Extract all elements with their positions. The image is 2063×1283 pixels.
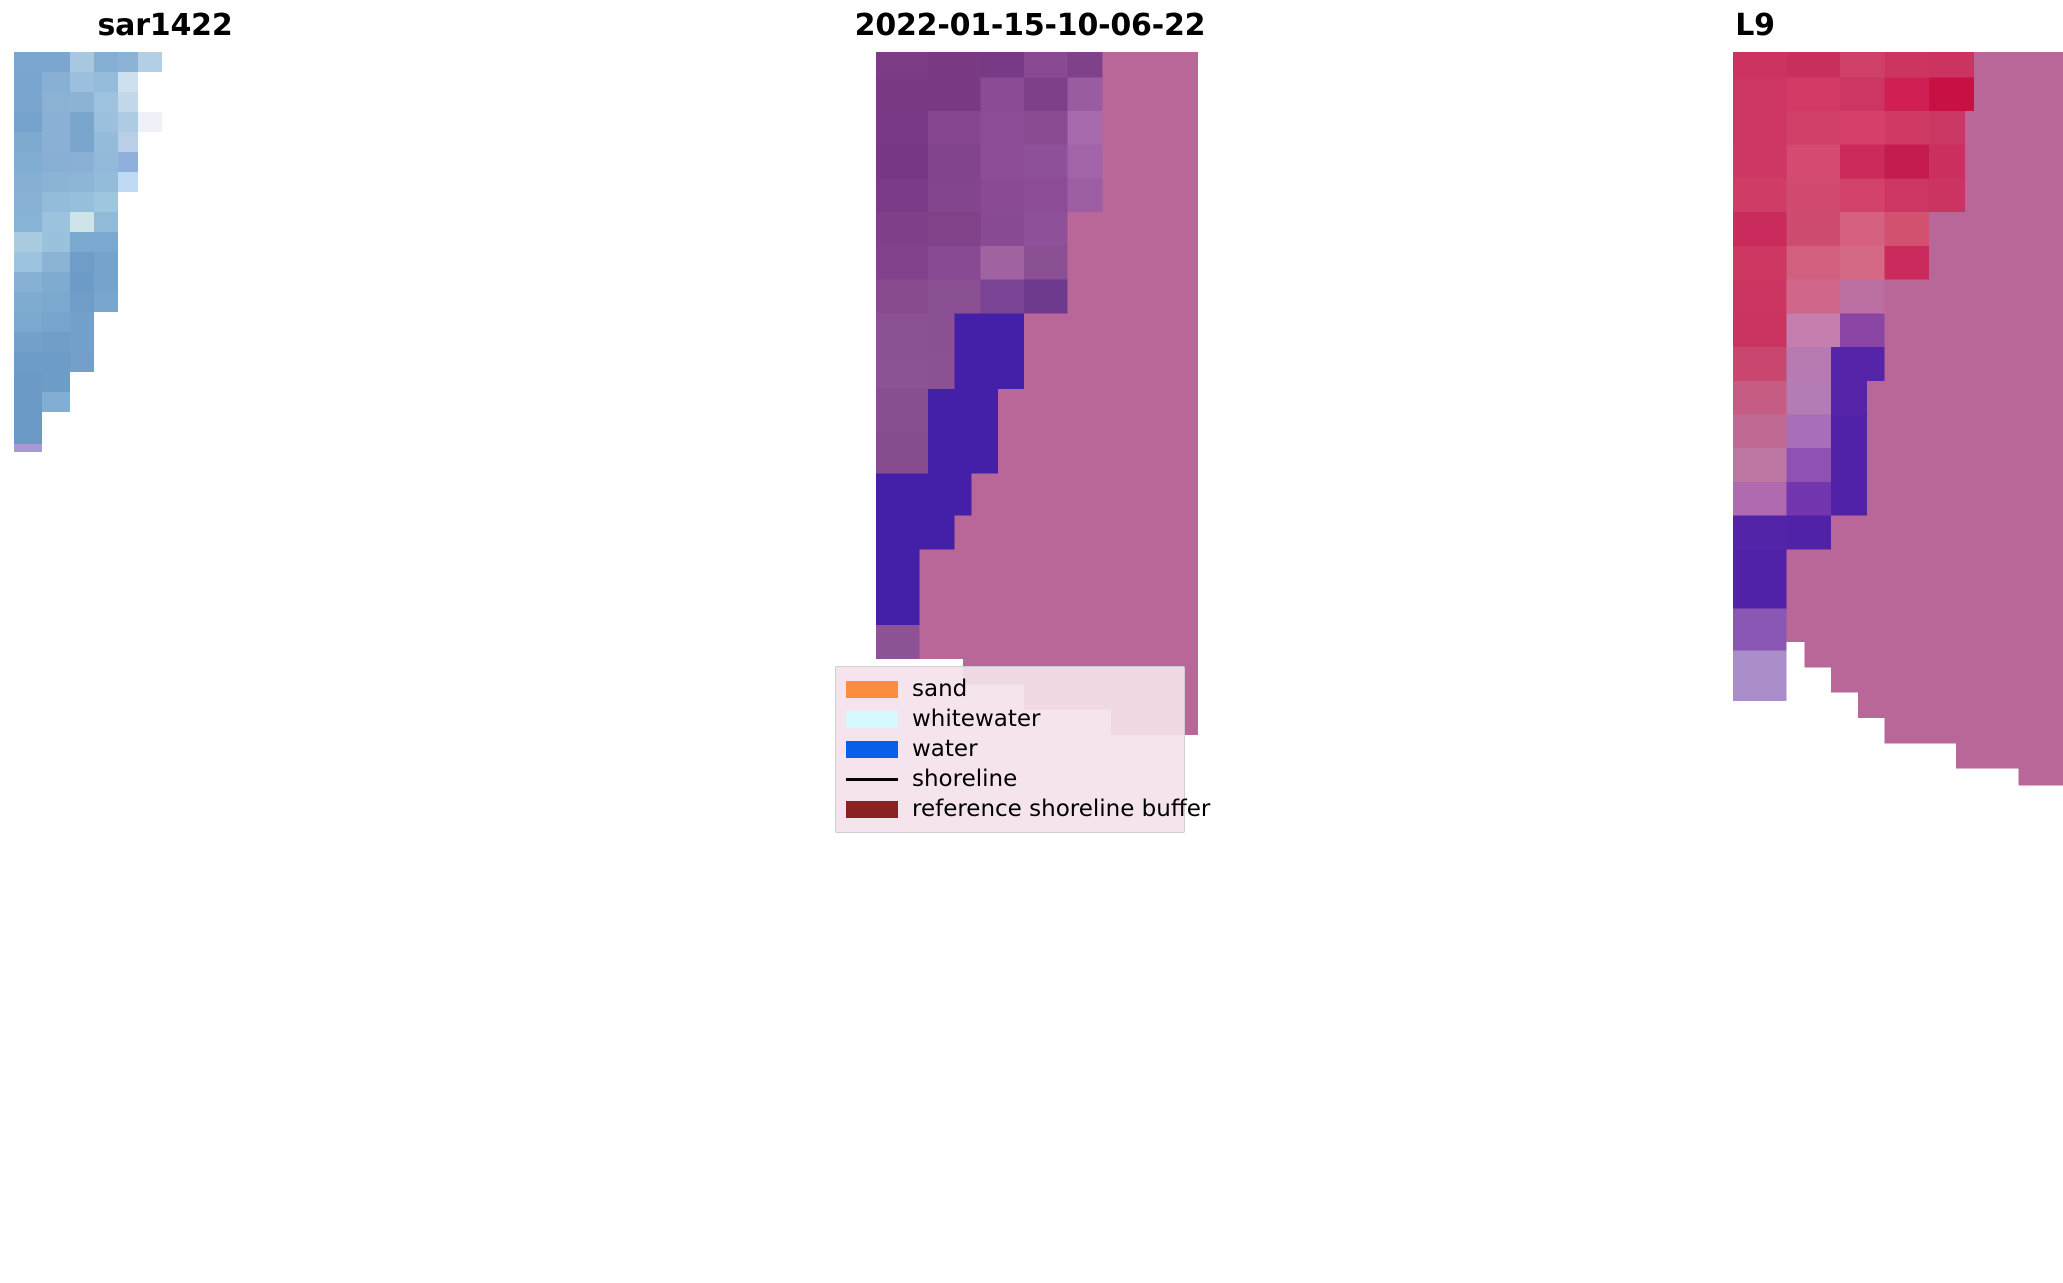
- sar1422-raster: [14, 52, 162, 452]
- reference-shoreline-buffer-swatch: [846, 800, 898, 818]
- panel-title-l9: L9: [1735, 8, 1775, 43]
- l9-raster: [1733, 52, 2063, 786]
- legend-label-water: water: [912, 736, 978, 762]
- shoreline-line-swatch: [846, 777, 898, 781]
- rgb-raster: [876, 52, 1198, 735]
- panel-l9: L9: [1560, 0, 2063, 1283]
- water-swatch: [846, 740, 898, 758]
- panel-title-rgb: 2022-01-15-10-06-22: [854, 8, 1206, 43]
- whitewater-swatch: [846, 710, 898, 728]
- legend-label-sand: sand: [912, 676, 968, 702]
- class-legend: sand whitewater water shoreline referenc…: [835, 666, 1210, 833]
- panel-title-sar1422: sar1422: [97, 8, 233, 43]
- sand-swatch: [846, 680, 898, 698]
- legend-label-shoreline: shoreline: [912, 766, 1018, 792]
- legend-label-reference-shoreline-buffer: reference shoreline buffer: [912, 796, 1211, 822]
- legend-label-whitewater: whitewater: [912, 706, 1041, 732]
- legend-item-water[interactable]: water: [846, 734, 1174, 764]
- legend-item-shoreline[interactable]: shoreline: [846, 764, 1174, 794]
- legend-item-reference-shoreline-buffer[interactable]: reference shoreline buffer: [846, 794, 1210, 824]
- legend-item-whitewater[interactable]: whitewater: [846, 704, 1174, 734]
- legend-item-sand[interactable]: sand: [846, 674, 1174, 704]
- panel-sar1422: sar1422: [0, 0, 330, 1283]
- panel-rgb: 2022-01-15-10-06-22: [700, 0, 1360, 1283]
